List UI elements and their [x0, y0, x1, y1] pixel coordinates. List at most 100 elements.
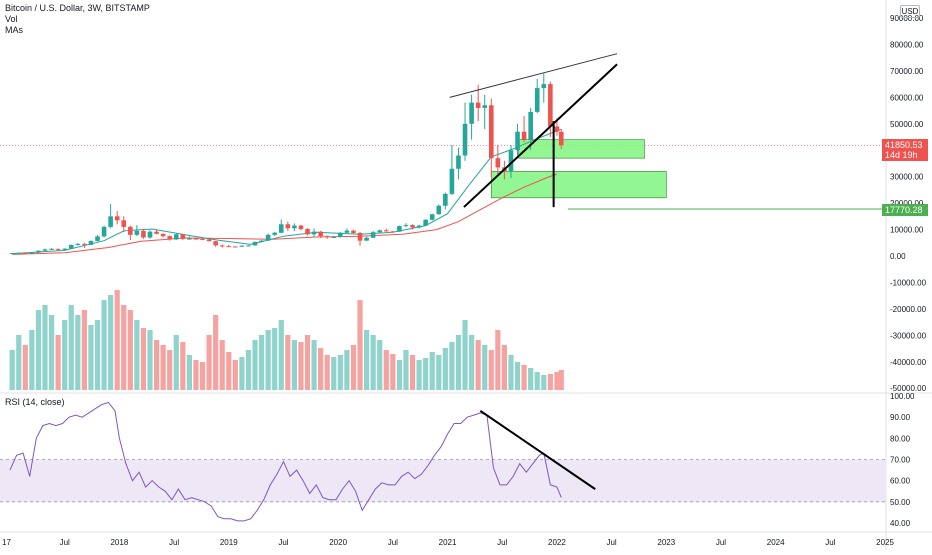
rsi-line: [9, 401, 562, 522]
price-axis-tick-label: 60000.00: [890, 93, 924, 102]
candle-body: [443, 193, 448, 206]
volume-bar: [35, 310, 42, 390]
volume-bar: [403, 350, 409, 390]
price-axis-tick-label: 20000.00: [890, 199, 924, 208]
rsi-axis-tick-label: 70.00: [890, 456, 911, 465]
candle-body: [436, 205, 442, 215]
volume-bar: [331, 357, 337, 390]
volume-legend[interactable]: Vol: [5, 14, 18, 24]
moving-averages-legend[interactable]: MAs: [5, 25, 23, 35]
time-axis-tick-label: 2019: [220, 538, 238, 547]
volume-bar: [147, 330, 153, 390]
candle-body: [534, 88, 540, 112]
price-axis-tick-label: -30000.00: [890, 331, 927, 340]
last-price-value: 41850.53: [885, 140, 923, 151]
volume-bar: [423, 358, 429, 390]
volume-bar: [455, 335, 462, 390]
volume-bar: [416, 360, 422, 390]
moving-average-slow: [12, 173, 558, 255]
volume-bar: [514, 362, 521, 390]
currency-button[interactable]: USD: [900, 5, 920, 18]
candle-body: [423, 219, 428, 226]
volume-bar: [396, 360, 403, 390]
volume-bar: [482, 345, 488, 390]
volume-bar: [547, 374, 553, 390]
candle-body: [62, 248, 67, 250]
time-axis-tick-label: Jul: [278, 538, 288, 547]
volume-bar: [121, 305, 127, 390]
candle-body: [397, 226, 402, 232]
bar-countdown: 14d 19h: [885, 150, 918, 161]
volume-bar: [541, 375, 547, 390]
time-axis-tick-label: Jul: [169, 538, 179, 547]
price-axis-tick-label: 70000.00: [890, 67, 924, 76]
price-axis-tick-label: -40000.00: [890, 358, 927, 367]
volume-bar: [9, 350, 15, 390]
candle-body: [233, 246, 238, 248]
time-axis-tick-label: Jul: [388, 538, 398, 547]
volume-bar: [108, 295, 114, 390]
candle-body: [219, 245, 225, 247]
candle-body: [449, 168, 455, 194]
rsi-title[interactable]: RSI (14, close): [5, 397, 65, 407]
hline-price-value: 17770.28: [885, 205, 923, 215]
candle-body: [383, 230, 389, 232]
candle-body: [213, 241, 218, 246]
rsi-axis-tick-label: 40.00: [890, 519, 911, 528]
volume-bar: [265, 330, 271, 390]
time-axis-tick-label: 2021: [439, 538, 457, 547]
candle-body: [160, 233, 166, 237]
symbol-title[interactable]: Bitcoin / U.S. Dollar, 3W, BITSTAMP: [5, 3, 150, 13]
price-axis-tick-label: 0.00: [890, 252, 906, 261]
time-axis-tick-label: Jul: [716, 538, 726, 547]
candle-body: [29, 252, 35, 254]
volume-bar: [167, 350, 173, 390]
price-trendline: [463, 63, 618, 208]
rsi-axis-tick-label: 50.00: [890, 498, 911, 507]
volume-bar: [534, 372, 540, 390]
volume-bar: [475, 340, 481, 390]
candle-body: [390, 231, 396, 233]
last-price-tag: 41850.53 14d 19h: [882, 139, 928, 162]
volume-bar: [298, 342, 304, 390]
time-axis-tick-label: Jul: [606, 538, 616, 547]
volume-bar: [488, 350, 494, 390]
volume-bar: [22, 345, 28, 390]
volume-bar: [442, 348, 448, 390]
rsi-axis-tick-label: 90.00: [890, 413, 911, 422]
candle-body: [42, 249, 48, 251]
volume-bar: [245, 350, 252, 390]
volume-bar: [272, 328, 278, 390]
candle-body: [147, 231, 153, 238]
candle-body: [429, 214, 435, 220]
price-axis-tick-label: 30000.00: [890, 173, 924, 182]
candle-body: [338, 232, 343, 237]
volume-bar: [114, 290, 120, 390]
candle-body: [324, 236, 330, 238]
candle-body: [508, 150, 514, 172]
candle-body: [88, 240, 94, 245]
candle-body: [239, 245, 245, 247]
volume-bar: [357, 300, 363, 390]
rsi-axis-tick-label: 60.00: [890, 477, 911, 486]
candle-body: [351, 230, 356, 233]
volume-bar: [193, 360, 199, 390]
time-axis-tick-label: 2025: [876, 538, 894, 547]
time-axis-tick-label: Jul: [497, 538, 507, 547]
volume-bar: [173, 335, 179, 390]
candle-body: [298, 225, 304, 230]
volume-bar: [318, 348, 324, 390]
candle-body: [285, 224, 291, 229]
candle-body: [331, 236, 337, 238]
volume-bar: [206, 335, 212, 390]
candle-body: [528, 111, 533, 140]
time-axis-tick-label: Jul: [825, 538, 835, 547]
volume-bar: [75, 315, 81, 390]
volume-bar: [508, 355, 514, 390]
volume-bar: [55, 335, 61, 390]
support-zone: [490, 171, 667, 199]
candle-body: [128, 226, 133, 235]
candle-body: [154, 231, 159, 234]
volume-bar: [278, 320, 284, 390]
